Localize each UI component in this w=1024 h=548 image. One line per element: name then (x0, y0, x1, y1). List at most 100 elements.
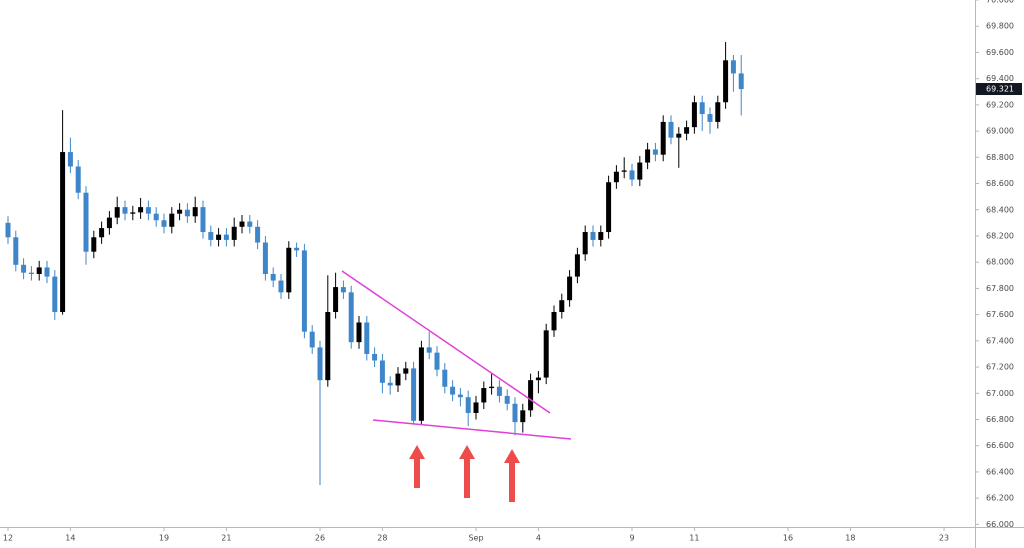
candle-body (223, 234, 229, 240)
x-tick-label: 28 (377, 534, 387, 543)
y-tick-label: 68.800 (986, 153, 1014, 162)
arrow (504, 449, 520, 502)
candle-body (44, 267, 50, 277)
candle-body (153, 213, 159, 221)
x-tick-label: Sep (468, 534, 483, 543)
candle-body (691, 102, 697, 128)
candle-body (301, 250, 307, 332)
candle-body (36, 267, 42, 274)
candle-body (598, 232, 604, 240)
candle-body (528, 380, 534, 411)
y-tick-label: 69.200 (986, 100, 1014, 109)
candle-body (567, 276, 573, 301)
candle-body (660, 121, 666, 155)
candle-body (629, 170, 635, 180)
x-tick-label: 26 (315, 534, 325, 543)
arrow (409, 445, 425, 488)
candle-body (177, 209, 183, 214)
candle-body (652, 149, 658, 155)
candle-body (637, 162, 643, 180)
candle-body (106, 217, 112, 229)
candle-body (723, 60, 729, 103)
candle-body (145, 207, 151, 214)
candle-body (262, 242, 268, 274)
y-tick-label: 66.400 (986, 467, 1014, 476)
x-tick-label: 21 (221, 534, 231, 543)
last-price-label: 69.321 (986, 85, 1014, 94)
candle-body (606, 182, 612, 233)
x-tick-label: 11 (689, 534, 699, 543)
candle-body (520, 410, 526, 423)
candle-body (387, 382, 393, 386)
plot-area (5, 41, 744, 486)
candle-body (200, 207, 206, 233)
y-tick-label: 66.200 (986, 494, 1014, 503)
candle-body (699, 102, 705, 115)
y-tick-label: 68.000 (986, 258, 1014, 267)
candle-body (60, 152, 66, 313)
y-tick-label: 67.600 (986, 310, 1014, 319)
y-tick-label: 68.200 (986, 231, 1014, 240)
candle-body (395, 373, 401, 386)
candle-body (13, 237, 19, 265)
candle-body (730, 60, 736, 74)
candle-body (684, 127, 690, 134)
x-tick-label: 14 (65, 534, 75, 543)
candle-body (138, 207, 144, 213)
candle-body (169, 213, 175, 227)
candle-body (496, 386, 502, 396)
candle-body (442, 369, 448, 387)
candle-body (239, 221, 245, 227)
candle-body (348, 292, 354, 343)
y-tick-label: 67.000 (986, 389, 1014, 398)
y-tick-label: 67.800 (986, 284, 1014, 293)
candle-body (67, 152, 73, 167)
candle-body (504, 395, 510, 404)
candle-body (278, 280, 284, 293)
x-tick-label: 19 (159, 534, 169, 543)
candle-body (52, 276, 58, 313)
candle-body (91, 237, 97, 252)
candle-body (411, 368, 417, 421)
candle-body (325, 312, 331, 381)
candle-body (551, 312, 557, 331)
candle-body (668, 121, 674, 138)
candle-body (645, 149, 651, 163)
candle-body (356, 322, 362, 343)
candle-body (582, 232, 588, 255)
x-tick-label: 18 (845, 534, 855, 543)
candle-body (317, 347, 323, 381)
y-tick-label: 67.200 (986, 363, 1014, 372)
candle-body (738, 73, 744, 90)
candle-body (75, 166, 81, 193)
candle-body (450, 386, 456, 395)
candle-body (559, 300, 565, 313)
y-tick-label: 67.400 (986, 336, 1014, 345)
candle-body (5, 222, 11, 238)
candle-body (184, 209, 190, 217)
candle-body (543, 330, 549, 378)
candle-body (333, 287, 339, 313)
x-tick-label: 23 (939, 534, 949, 543)
candle-body (457, 394, 463, 398)
candle-body (481, 388, 487, 403)
y-tick-label: 69.600 (986, 48, 1014, 57)
trendline-upper (341, 270, 551, 414)
candle-body (83, 192, 89, 252)
trendline-lower (372, 419, 572, 440)
candle-body (161, 220, 167, 227)
candle-body (512, 403, 518, 423)
candle-body (574, 254, 580, 277)
candle-body (707, 114, 713, 122)
candle-body (192, 207, 198, 217)
candle-body (340, 287, 346, 293)
y-tick-label: 66.600 (986, 441, 1014, 450)
candle-body (122, 207, 128, 214)
y-tick-label: 69.400 (986, 74, 1014, 83)
candle-body (231, 226, 237, 240)
y-tick-label: 66.000 (986, 520, 1014, 529)
candle-body (372, 353, 378, 361)
candle-body (286, 247, 292, 293)
y-tick-label: 66.800 (986, 415, 1014, 424)
